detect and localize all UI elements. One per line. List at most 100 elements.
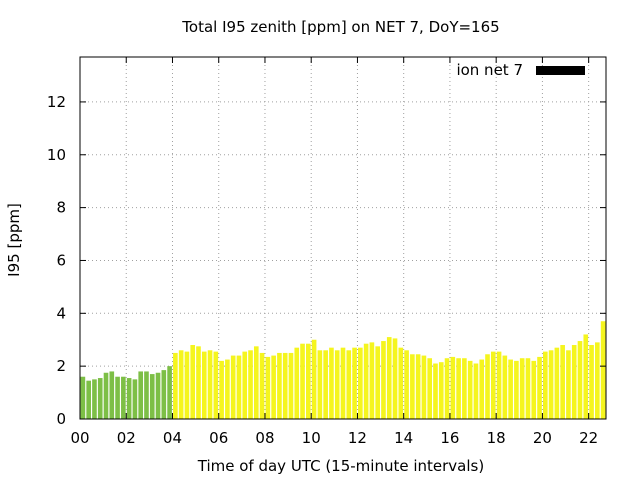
- bar: [519, 358, 525, 419]
- bar: [242, 351, 248, 419]
- bar: [496, 351, 502, 419]
- bar: [560, 345, 565, 419]
- x-tick-label: 10: [302, 429, 321, 447]
- legend: ion net 7: [456, 61, 585, 79]
- bar: [577, 341, 583, 419]
- bar: [600, 321, 606, 419]
- y-tick-label: 10: [47, 146, 66, 164]
- y-tick-label: 2: [56, 357, 66, 375]
- bar: [196, 346, 201, 419]
- bar: [369, 342, 375, 419]
- bar: [271, 355, 276, 419]
- bar: [595, 342, 600, 419]
- legend-label: ion net 7: [456, 61, 523, 79]
- bar: [225, 359, 230, 419]
- bar: [282, 352, 288, 419]
- bar: [554, 347, 560, 419]
- plot-frame: [79, 56, 607, 420]
- x-tick-label: 04: [163, 429, 182, 447]
- bar: [265, 356, 271, 419]
- x-tick-label: 20: [533, 429, 552, 447]
- bar: [525, 358, 531, 419]
- bar: [190, 345, 196, 419]
- bar: [421, 355, 427, 419]
- x-tick-label: 16: [440, 429, 459, 447]
- bar: [358, 347, 363, 419]
- bar: [537, 356, 542, 419]
- bar: [144, 371, 149, 419]
- bar: [427, 358, 433, 419]
- bar: [138, 371, 144, 419]
- bar: [340, 347, 346, 419]
- bar: [566, 350, 571, 419]
- bar: [323, 350, 328, 419]
- bar-series: [80, 321, 606, 419]
- bar: [219, 360, 224, 419]
- legend-swatch: [536, 66, 585, 75]
- bar: [548, 350, 554, 419]
- bar: [306, 343, 311, 419]
- bar: [392, 338, 398, 419]
- chart-title: Total I95 zenith [ppm] on NET 7, DoY=165: [181, 18, 499, 36]
- bar: [300, 343, 305, 419]
- x-tick-label: 02: [117, 429, 136, 447]
- bar: [80, 376, 86, 419]
- y-tick-label: 4: [56, 304, 66, 322]
- grid-lines: [80, 57, 606, 419]
- bar: [398, 347, 404, 419]
- bar: [126, 378, 132, 419]
- bar: [173, 352, 178, 419]
- bar: [363, 343, 369, 419]
- bar: [433, 363, 438, 419]
- y-tick-label: 12: [47, 93, 66, 111]
- x-tick-label: 22: [579, 429, 598, 447]
- y-axis-label: I95 [ppm]: [5, 203, 23, 277]
- bar: [207, 350, 213, 419]
- bar: [444, 358, 450, 419]
- bar: [155, 372, 161, 419]
- bar: [381, 341, 386, 419]
- bar: [213, 351, 219, 419]
- bar: [375, 346, 380, 419]
- bar: [467, 360, 473, 419]
- bar: [514, 360, 519, 419]
- bar: [294, 347, 300, 419]
- bar: [161, 370, 167, 419]
- bar: [404, 350, 409, 419]
- bar: [86, 380, 91, 419]
- bar: [248, 350, 253, 419]
- x-tick-label: 12: [348, 429, 367, 447]
- bar: [288, 352, 294, 419]
- bar: [230, 355, 236, 419]
- bar: [97, 378, 103, 419]
- bar: [236, 355, 242, 419]
- bar: [92, 379, 97, 419]
- bar: [508, 359, 513, 419]
- bar: [450, 356, 456, 419]
- x-axis-label: Time of day UTC (15-minute intervals): [197, 457, 484, 475]
- bar: [571, 345, 577, 419]
- bar: [410, 354, 415, 419]
- bar: [329, 347, 334, 419]
- bar: [184, 351, 190, 419]
- bar: [109, 371, 115, 419]
- bar: [531, 360, 537, 419]
- bar: [334, 350, 340, 419]
- x-tick-label: 14: [394, 429, 413, 447]
- bar: [201, 351, 207, 419]
- bar: [589, 345, 594, 419]
- bar: [346, 350, 352, 419]
- bar: [485, 354, 490, 419]
- bar: [415, 354, 421, 419]
- x-tick-label: 08: [255, 429, 274, 447]
- bar: [502, 355, 508, 419]
- bar: [456, 358, 461, 419]
- bar: [583, 334, 589, 419]
- bar: [253, 346, 259, 419]
- y-tick-label: 0: [56, 410, 66, 428]
- bar: [352, 347, 357, 419]
- bar: [479, 359, 485, 419]
- bar: [542, 351, 548, 419]
